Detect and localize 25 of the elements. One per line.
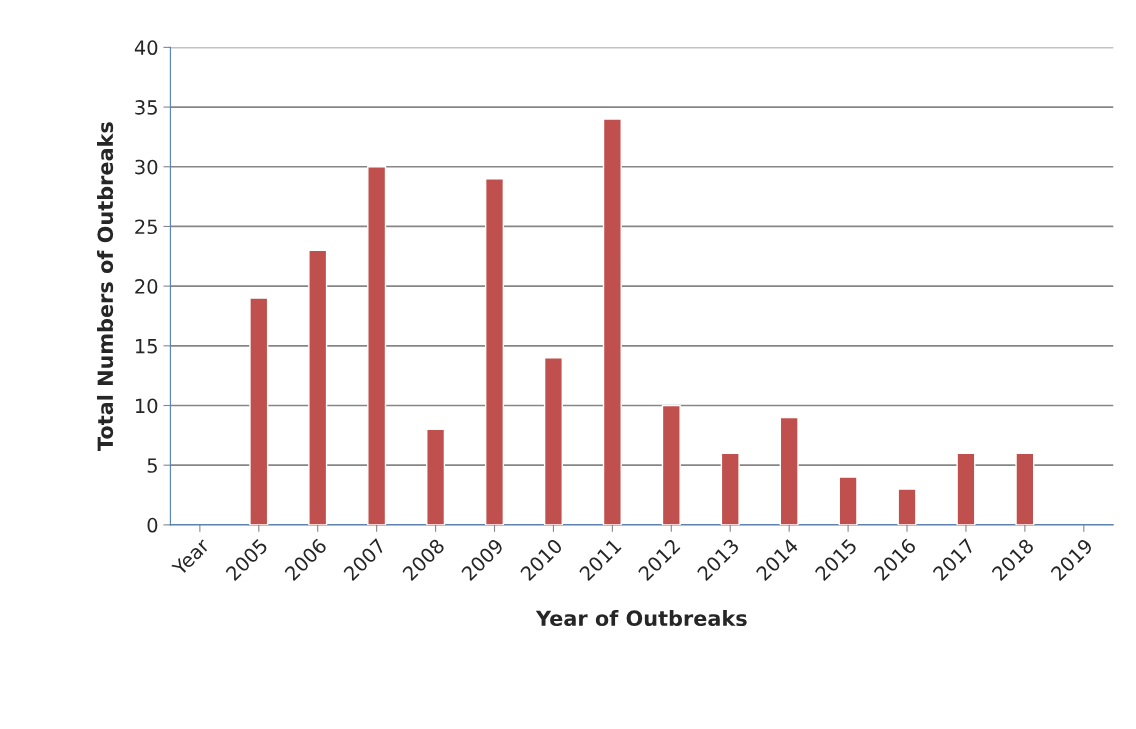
bar: [249, 297, 269, 525]
bar: [602, 118, 622, 525]
bar: [543, 357, 563, 525]
bar: [720, 452, 740, 525]
bar: [661, 404, 681, 525]
y-tick-label: 5: [147, 458, 157, 473]
bar: [779, 416, 799, 525]
x-axis-title: Year of Outbreaks: [535, 609, 747, 627]
bar: [426, 428, 446, 525]
y-tick-label: 20: [135, 279, 158, 294]
bar: [897, 488, 917, 525]
y-tick-label: 25: [135, 219, 157, 235]
y-tick-label: 0: [147, 517, 158, 533]
y-tick-label: 10: [135, 398, 158, 414]
y-tick-label: 40: [134, 40, 158, 56]
bar: [1015, 452, 1035, 525]
bar: [838, 476, 858, 525]
y-tick-label: 35: [135, 100, 157, 115]
y-axis-title: Total Numbers of Outbreaks: [97, 122, 114, 451]
bar: [308, 249, 328, 525]
bar: [956, 452, 976, 525]
y-tick-label: 30: [135, 159, 158, 175]
bar: [484, 178, 505, 525]
y-tick-label: 15: [135, 339, 157, 354]
bar: [367, 166, 387, 525]
